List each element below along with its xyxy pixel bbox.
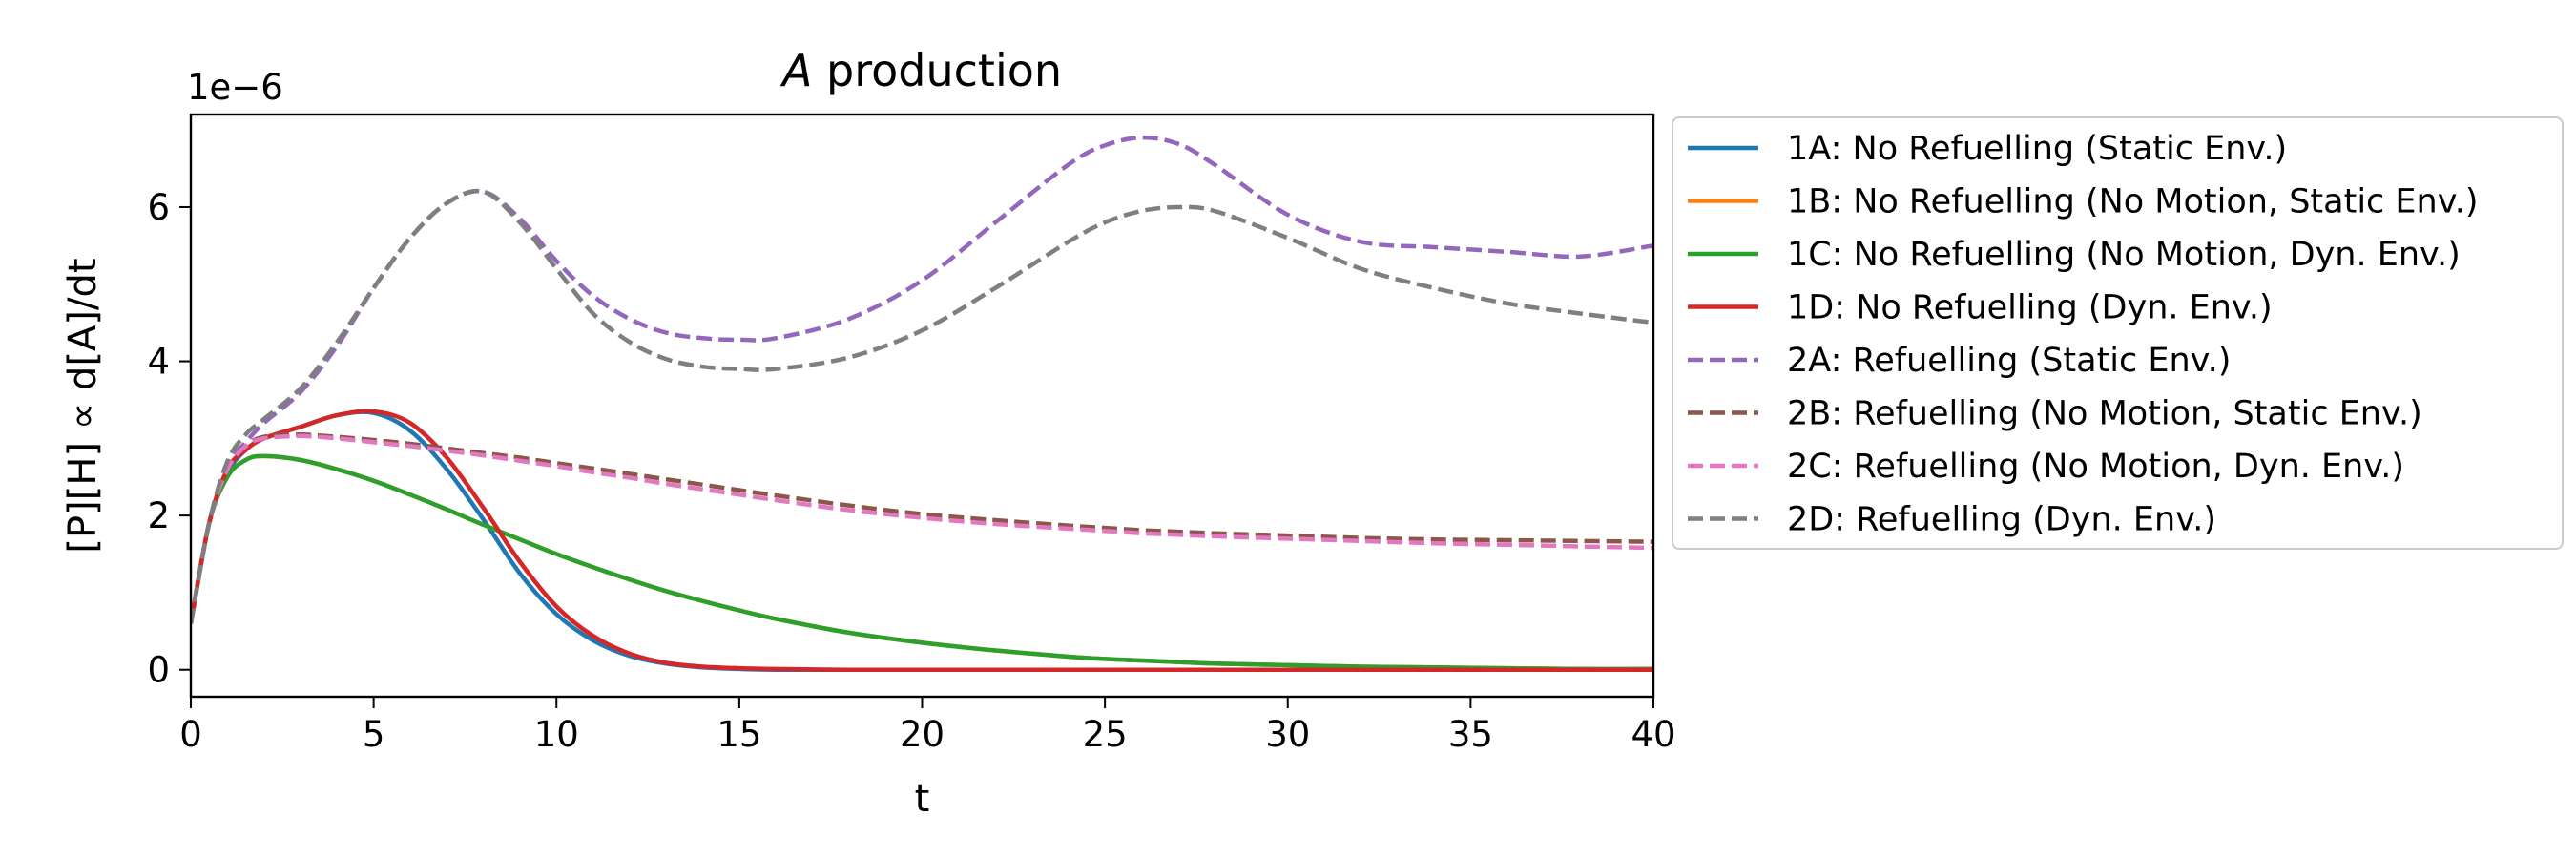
- y-offset-label: 1e−6: [187, 67, 283, 108]
- x-tick-label: 25: [1083, 714, 1128, 755]
- legend-entry: 2C: Refuelling (No Motion, Dyn. Env.): [1787, 448, 2404, 486]
- x-tick-label: 35: [1448, 714, 1493, 755]
- legend-entry: 1C: No Refuelling (No Motion, Dyn. Env.): [1787, 236, 2461, 274]
- x-tick-label: 30: [1265, 714, 1310, 755]
- y-tick-label: 6: [147, 187, 170, 228]
- x-tick-label: 20: [900, 714, 945, 755]
- plot-frame: [189, 113, 1655, 699]
- x-tick-label: 10: [534, 714, 579, 755]
- series-line-1c: [191, 453, 1653, 672]
- legend-entry: 1A: No Refuelling (Static Env.): [1787, 130, 2287, 168]
- y-tick-label: 0: [147, 650, 170, 691]
- y-axis-label: [P][H] ∝ d[A]/dt: [61, 258, 105, 553]
- legend: 1A: No Refuelling (Static Env.) 1B: No Re…: [1672, 116, 2564, 550]
- x-tick-label: 5: [363, 714, 385, 755]
- legend-box: [1672, 116, 2564, 550]
- x-axis: 0 5 10 15 20 25 30 35 40: [179, 697, 1676, 755]
- x-tick-label: 0: [179, 714, 202, 755]
- chart-title: A production: [779, 45, 1062, 96]
- legend-entry: 2B: Refuelling (No Motion, Static Env.): [1787, 395, 2422, 433]
- series-layer: [191, 135, 1653, 673]
- series-line-2d: [191, 188, 1653, 624]
- y-axis: 0 2 4 6: [147, 187, 191, 691]
- series-line-1b: [191, 453, 1653, 672]
- legend-entry: 1B: No Refuelling (No Motion, Static Env…: [1787, 183, 2479, 221]
- series-line-2b: [191, 432, 1653, 624]
- series-line-2a: [191, 135, 1653, 624]
- legend-entry: 2A: Refuelling (Static Env.): [1787, 342, 2231, 380]
- series-line-2c: [191, 433, 1653, 624]
- legend-entry: 2D: Refuelling (Dyn. Env.): [1787, 501, 2216, 539]
- y-tick-label: 4: [147, 342, 170, 383]
- legend-entry: 1D: No Refuelling (Dyn. Env.): [1787, 289, 2273, 327]
- x-axis-label: t: [915, 777, 930, 821]
- x-tick-label: 40: [1631, 714, 1675, 755]
- y-tick-label: 2: [147, 495, 170, 536]
- series-line-1d: [191, 409, 1653, 673]
- x-tick-label: 15: [717, 714, 761, 755]
